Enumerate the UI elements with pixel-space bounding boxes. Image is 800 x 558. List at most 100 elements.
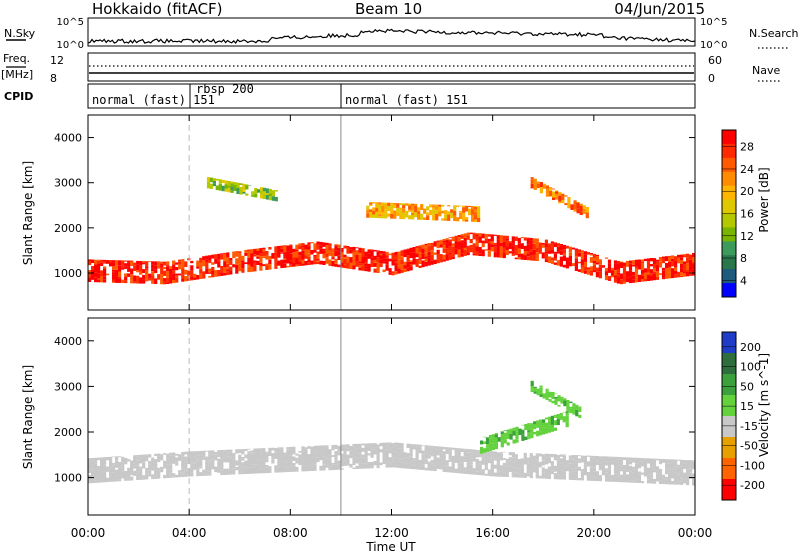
power-cell (145, 264, 149, 267)
velocity-cell (442, 465, 446, 472)
power-cell (289, 264, 293, 266)
power-cell (385, 255, 389, 257)
power-cell (280, 259, 284, 262)
velocity-cell (578, 407, 582, 409)
velocity-cell (683, 477, 687, 480)
velocity-cell (142, 457, 146, 463)
power-cell (565, 257, 569, 263)
velocity-cell (250, 452, 254, 454)
power-cell (106, 260, 110, 261)
velocity-cell (595, 471, 599, 476)
power-cell (601, 265, 605, 268)
velocity-cell (601, 463, 605, 470)
velocity-cell (304, 457, 308, 463)
velocity-cell (247, 467, 251, 474)
power-cell (97, 263, 101, 270)
velocity-cell (574, 455, 578, 457)
velocity-cell (439, 446, 443, 454)
velocity-cell (518, 428, 522, 435)
power-cell (562, 264, 566, 268)
power-cell (490, 247, 494, 252)
power-cell (683, 264, 687, 272)
power-cell (529, 255, 533, 261)
velocity-ylabel: Slant Range [km] (21, 365, 35, 469)
velocity-cell (562, 412, 566, 413)
velocity-cell (649, 479, 654, 484)
velocity-cell (352, 444, 356, 447)
power-cell (259, 253, 263, 257)
power-cell (409, 266, 413, 271)
velocity-cell (373, 443, 377, 446)
power-cell (565, 262, 569, 269)
power-cell (236, 188, 240, 194)
velocity-cell (271, 447, 275, 451)
power-cell (487, 243, 491, 251)
velocity-cell (539, 394, 543, 397)
power-cell (358, 254, 362, 260)
velocity-cell (184, 456, 188, 461)
power-cell (399, 203, 403, 206)
power-cell (555, 190, 559, 192)
x-tick-label: 20:00 (577, 526, 612, 540)
velocity-cell (634, 476, 639, 480)
velocity-cell (469, 471, 473, 475)
power-cell (301, 243, 305, 246)
power-cell (127, 273, 131, 277)
velocity-cell (136, 459, 140, 461)
power-cell (652, 273, 657, 278)
velocity-cell (103, 464, 107, 467)
power-cell (592, 263, 596, 266)
velocity-cell (574, 456, 578, 462)
power-cell (541, 244, 545, 248)
power-cell (355, 255, 359, 262)
velocity-cell (671, 461, 675, 466)
power-cell (592, 260, 596, 264)
power-cell (535, 247, 539, 253)
velocity-cell (388, 443, 392, 450)
velocity-cell (118, 461, 122, 468)
velocity-cell (490, 463, 494, 470)
power-cell (432, 205, 436, 208)
velocity-cell (466, 462, 470, 468)
velocity-cell (301, 465, 305, 472)
power-cell (658, 261, 663, 268)
power-cell (436, 257, 440, 260)
power-cell (634, 268, 639, 274)
power-cell (532, 249, 536, 255)
power-cell (544, 247, 548, 252)
power-cell (677, 271, 681, 278)
velocity-cell (100, 471, 104, 479)
velocity-cell (307, 446, 311, 449)
power-cell (124, 263, 128, 267)
velocity-cell (550, 415, 554, 419)
velocity-cell (574, 467, 578, 472)
power-cell (172, 273, 176, 280)
velocity-cell (415, 451, 419, 454)
velocity-cell (472, 452, 476, 459)
velocity-cell (499, 452, 503, 454)
power-cell (475, 233, 479, 235)
velocity-cell (526, 473, 530, 477)
power-cell (154, 269, 158, 274)
velocity-cell (103, 457, 107, 461)
power-cell (304, 260, 308, 266)
power-cell (545, 193, 550, 197)
power-cell (692, 262, 696, 264)
velocity-cell (319, 465, 323, 471)
power-cell (469, 244, 473, 248)
velocity-cell (480, 446, 484, 454)
power-cell (459, 215, 463, 219)
velocity-cell (484, 459, 488, 467)
power-cell (277, 253, 281, 258)
power-cell (442, 239, 446, 241)
power-cell (325, 242, 329, 246)
power-cell (439, 258, 443, 263)
velocity-cell (355, 443, 359, 449)
power-cell (384, 202, 388, 204)
velocity-cell (544, 422, 549, 428)
velocity-cell (352, 460, 356, 465)
power-cell (475, 240, 479, 247)
power-cell (268, 259, 272, 264)
velocity-cell (527, 423, 531, 425)
velocity-cell (511, 473, 515, 476)
